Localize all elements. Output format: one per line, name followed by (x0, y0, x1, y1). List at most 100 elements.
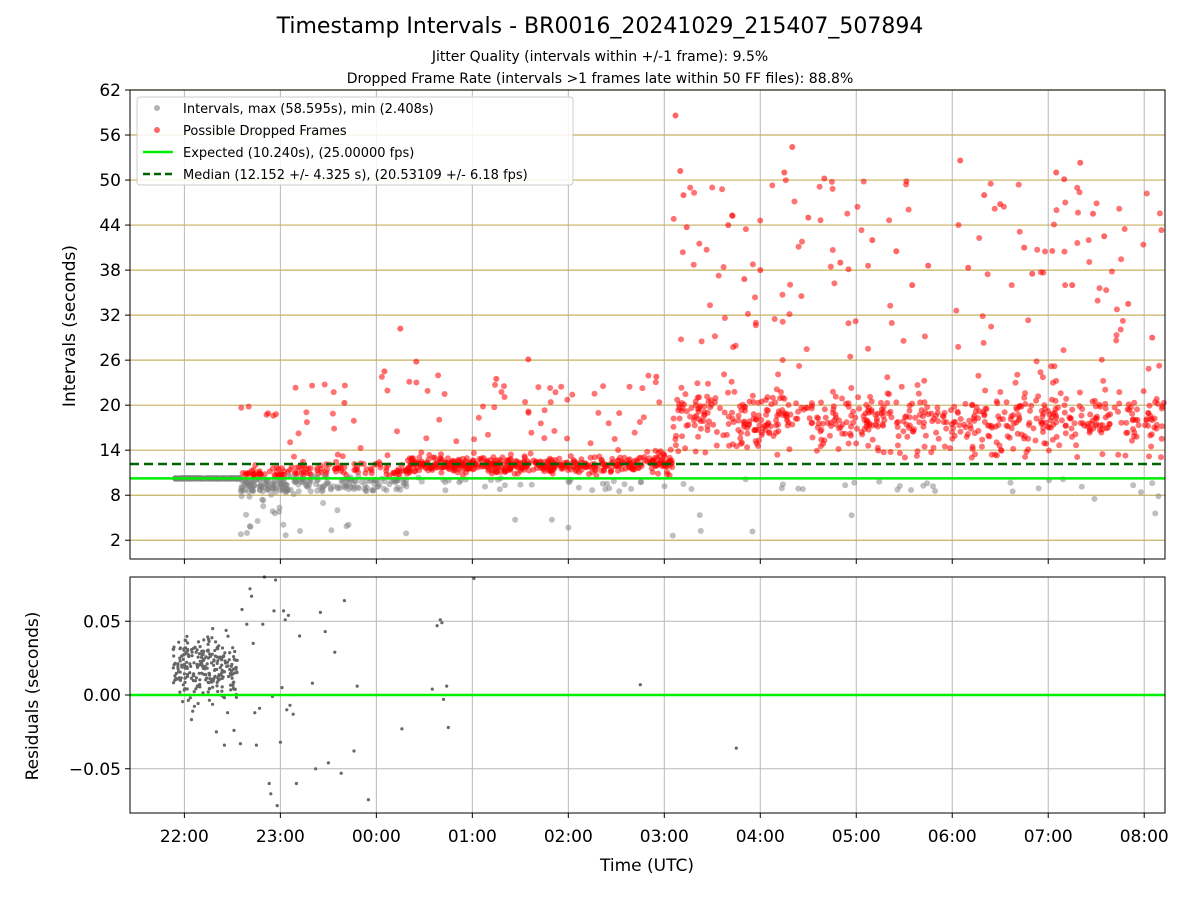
residual-point (250, 594, 254, 598)
dropped-frame-point (975, 415, 981, 422)
dropped-frame-point (925, 262, 932, 269)
residuals-axes-frame (129, 576, 1166, 814)
dropped-frame-point (809, 434, 816, 441)
dropped-frame-point (362, 470, 369, 477)
dropped-frame-point (951, 432, 958, 439)
interval-point (795, 485, 802, 492)
dropped-frame-point (816, 183, 823, 190)
dropped-frame-point (1001, 409, 1008, 416)
intervals-y-axis-label: Intervals (seconds) (60, 245, 80, 407)
dropped-frame-point (1123, 419, 1130, 426)
dropped-frame-point (546, 466, 552, 472)
residual-point (446, 725, 450, 730)
residual-point (217, 644, 221, 648)
dropped-frame-point (808, 405, 815, 412)
dropped-frame-point (738, 440, 745, 447)
dropped-frame-point (860, 413, 867, 420)
dropped-frame-point (725, 389, 731, 396)
dropped-frame-point (1088, 420, 1095, 427)
dropped-frame-point (1096, 401, 1103, 408)
dropped-frame-point (697, 418, 704, 425)
dropped-frame-point (547, 399, 554, 406)
interval-point (1130, 482, 1137, 489)
dropped-frame-point (682, 445, 689, 452)
dropped-frame-point (636, 419, 643, 425)
residual-point (186, 649, 190, 653)
dropped-frame-point (250, 470, 257, 477)
interval-point (848, 512, 855, 519)
dropped-frame-point (818, 399, 824, 406)
x-axis-label: Time (UTC) (599, 856, 694, 876)
residual-point (191, 709, 195, 713)
dropped-frame-point (1158, 454, 1164, 461)
legend-intervals-label: Intervals, max (58.595s), min (2.408s) (183, 102, 434, 117)
dropped-frame-point (1086, 259, 1093, 265)
dropped-frame-point (766, 430, 773, 437)
legend-dropped-label: Possible Dropped Frames (183, 124, 347, 139)
dropped-frame-point (988, 323, 995, 330)
dropped-frame-point (413, 379, 420, 386)
residual-point (187, 654, 191, 658)
dropped-frame-point (786, 446, 793, 453)
residual-point (172, 647, 176, 652)
interval-point (339, 479, 346, 486)
dropped-frame-point (865, 262, 872, 269)
dropped-frame-point (661, 458, 668, 465)
residual-point (194, 676, 198, 680)
dropped-frame-point (1069, 433, 1075, 440)
dropped-frame-point (787, 411, 794, 418)
residual-point (233, 671, 237, 675)
dropped-frame-point (675, 448, 682, 455)
dropped-frame-point (749, 392, 756, 399)
residual-point (441, 697, 446, 702)
dropped-frame-point (900, 428, 907, 435)
dropped-frame-point (1003, 399, 1010, 406)
residual-point (171, 666, 175, 670)
residual-point (182, 663, 186, 667)
dropped-frame-point (867, 393, 874, 400)
residual-point (192, 690, 196, 694)
residual-point (248, 587, 252, 591)
dropped-frame-point (781, 410, 788, 417)
dropped-frame-point (1040, 429, 1046, 435)
dropped-frame-point (1108, 268, 1115, 275)
interval-point (268, 491, 275, 498)
dropped-frame-point (1053, 412, 1059, 419)
residual-point (216, 659, 220, 663)
dropped-frame-point (735, 417, 742, 424)
dropped-frame-point (256, 469, 263, 476)
dropped-frame-point (845, 440, 852, 447)
residual-point (172, 654, 176, 658)
dropped-frame-point (731, 388, 738, 395)
dropped-frame-point (475, 414, 482, 421)
dropped-frame-point (605, 420, 612, 427)
dropped-frame-point (245, 403, 252, 410)
dropped-frame-point (470, 450, 477, 456)
dropped-frame-point (1003, 422, 1010, 429)
dropped-frame-point (1085, 237, 1092, 244)
dropped-frame-point (1096, 285, 1103, 292)
dropped-frame-point (950, 424, 957, 431)
residual-point (232, 728, 236, 733)
dropped-frame-point (578, 456, 585, 463)
interval-point (442, 487, 449, 494)
dropped-frame-point (670, 415, 677, 422)
dropped-frame-point (1158, 423, 1165, 430)
dropped-frame-point (704, 427, 711, 434)
dropped-frame-point (836, 417, 842, 424)
dropped-frame-point (698, 338, 705, 345)
residual-point (294, 781, 298, 786)
dropped-frame-point (737, 435, 744, 442)
dropped-frame-point (491, 404, 498, 411)
dropped-frame-point (693, 412, 700, 419)
dropped-frame-point (924, 404, 931, 411)
dropped-frame-point (738, 429, 744, 436)
residual-point (225, 664, 229, 669)
residual-point (214, 730, 218, 734)
dropped-frame-point (1130, 416, 1136, 423)
dropped-frame-point (735, 412, 742, 419)
dropped-frame-point (817, 443, 824, 450)
residual-point (196, 701, 200, 706)
dropped-frame-point (314, 467, 321, 474)
dropped-frame-point (1131, 399, 1138, 406)
